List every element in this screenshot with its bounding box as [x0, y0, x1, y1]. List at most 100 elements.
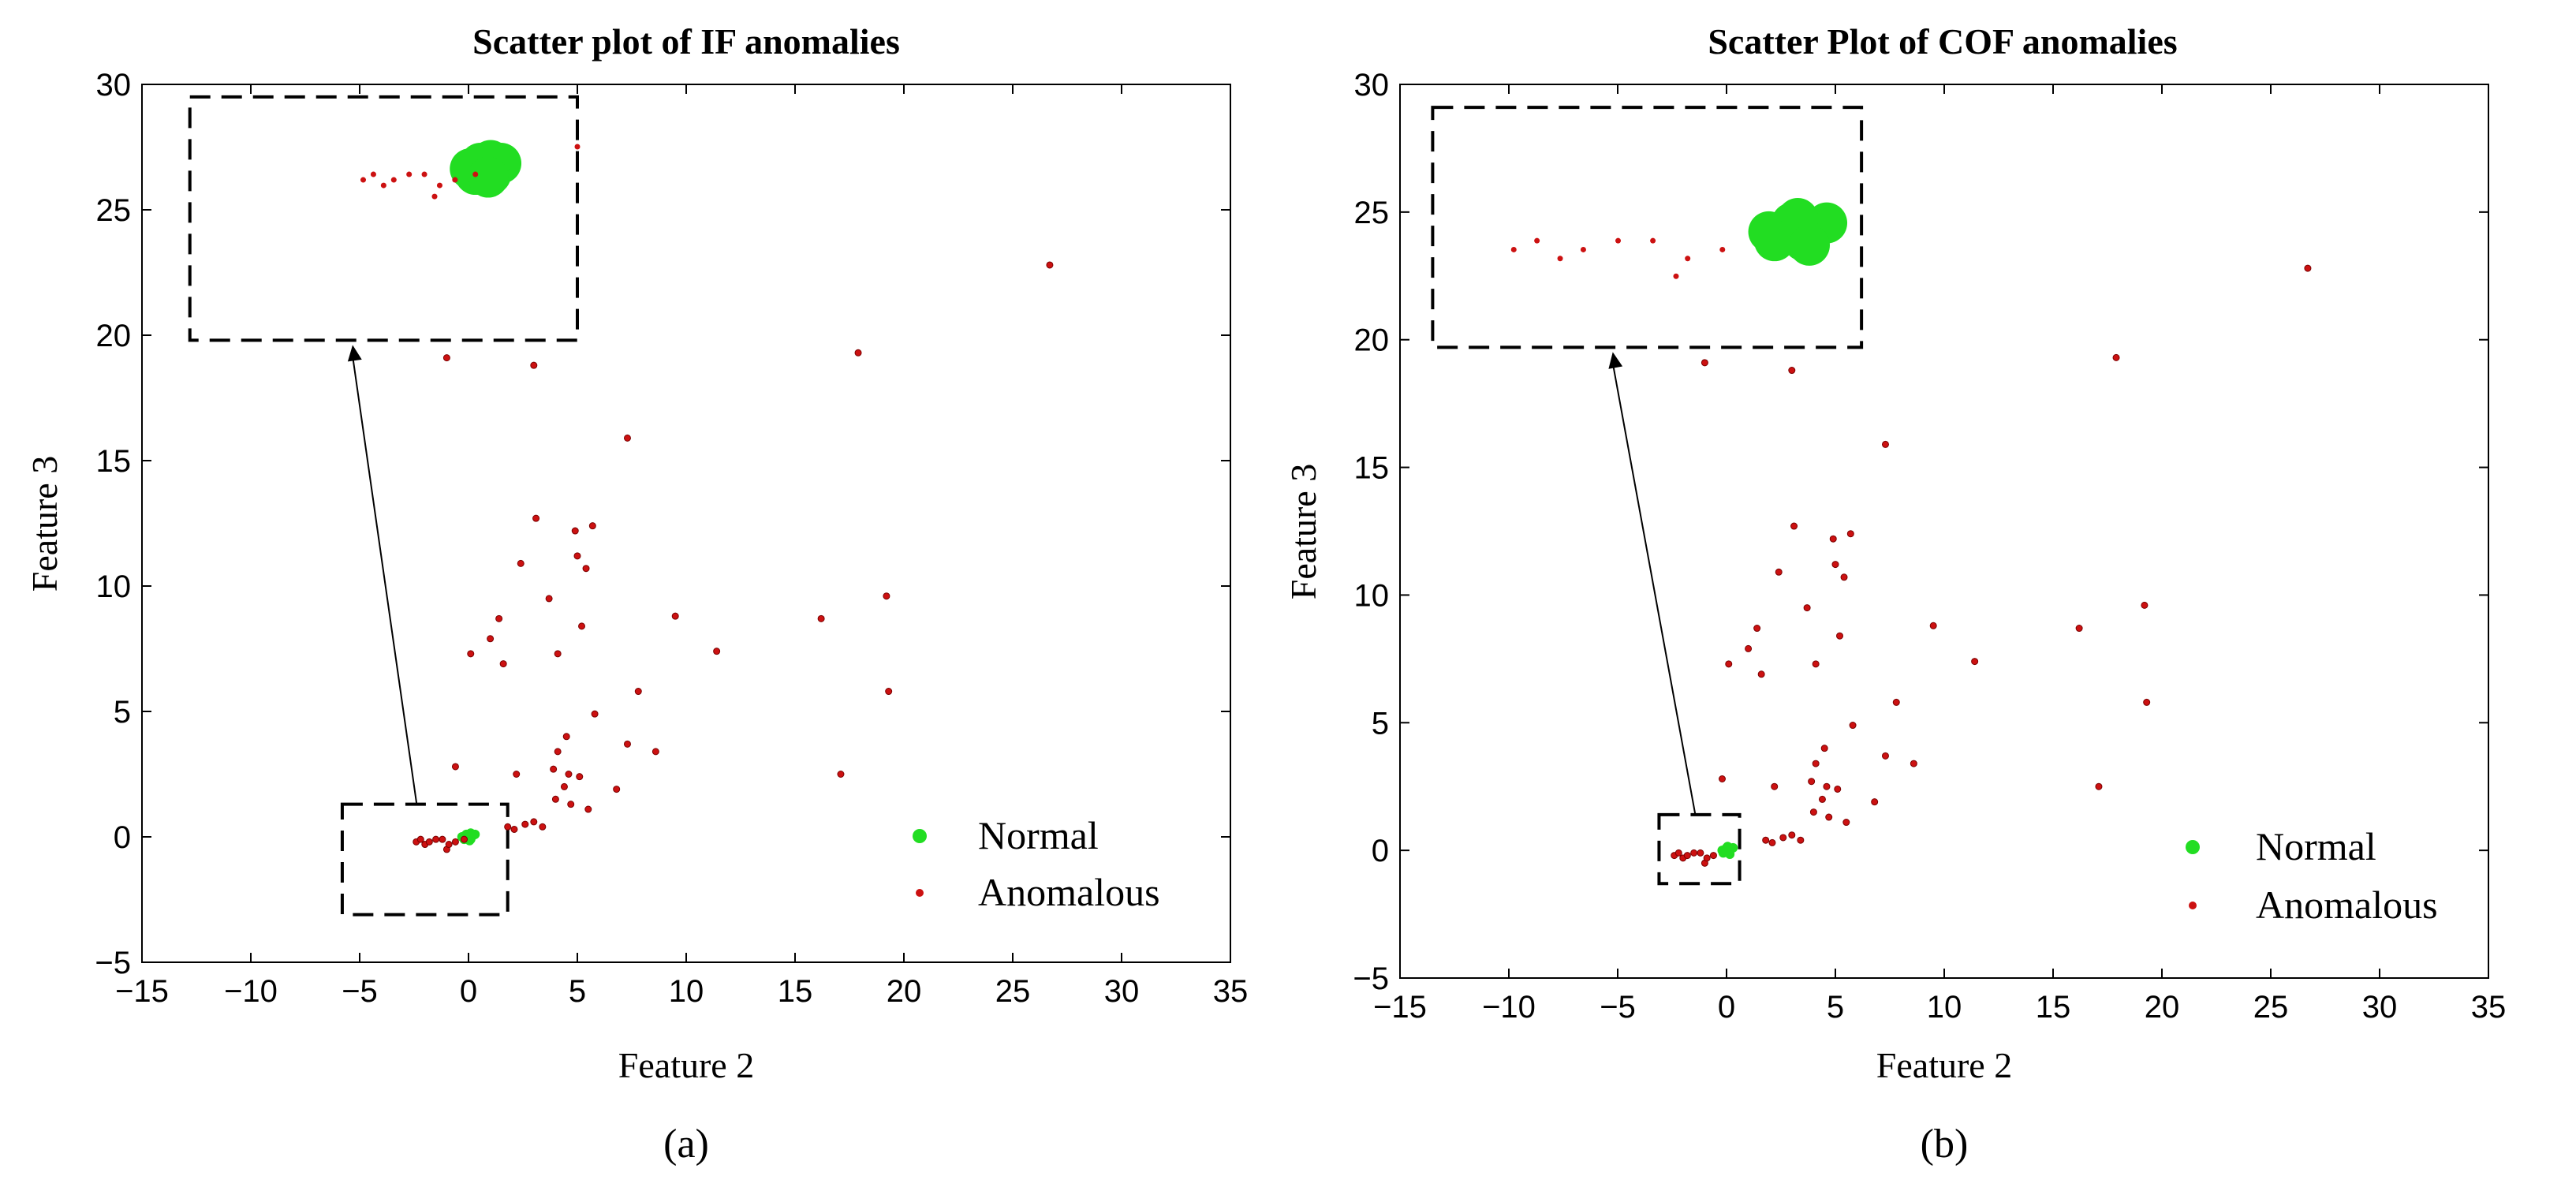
point-anomalous [1725, 660, 1733, 668]
point-anomalous [567, 801, 575, 808]
point-anomalous [576, 773, 584, 781]
x-tick-label: 25 [995, 974, 1031, 1009]
point-anomalous [432, 835, 440, 843]
point-anomalous [1834, 785, 1842, 793]
point-anomalous [1842, 819, 1850, 827]
zoom-point-anomalous [1650, 237, 1656, 244]
point-anomalous [1820, 745, 1828, 752]
point-anomalous [1812, 660, 1820, 668]
point-anomalous [2095, 782, 2103, 790]
point-normal [1725, 849, 1735, 859]
zoom-points [1510, 198, 1848, 279]
y-tick-label: 30 [96, 68, 132, 103]
y-tick-label: 25 [1354, 196, 1390, 230]
point-anomalous [532, 514, 540, 522]
point-anomalous [504, 823, 512, 831]
point-anomalous [584, 805, 592, 813]
x-tick-label: 20 [2145, 990, 2180, 1025]
x-tick-label: 5 [569, 974, 586, 1009]
chart-title: Scatter Plot of COF anomalies [1708, 21, 2177, 62]
legend-anomalous-marker [2189, 902, 2197, 909]
point-anomalous [1674, 849, 1682, 857]
zoom-source-box [340, 802, 510, 917]
zoom-point-anomalous [436, 182, 442, 189]
x-tick-label: 30 [1104, 974, 1140, 1009]
point-anomalous [451, 763, 459, 771]
point-anomalous [1697, 849, 1704, 857]
y-tick-label: −5 [95, 946, 131, 980]
chart-title: Scatter plot of IF anomalies [472, 21, 900, 62]
point-anomalous [671, 612, 679, 620]
y-tick-label: 5 [114, 695, 131, 730]
x-tick-label: 10 [669, 974, 704, 1009]
point-anomalous [582, 565, 590, 573]
zoom-point-anomalous [1673, 273, 1679, 279]
point-anomalous [460, 835, 468, 843]
zoom-point-anomalous [1685, 256, 1691, 262]
legend-anomalous-label: Anomalous [978, 870, 1160, 914]
point-anomalous [521, 820, 529, 828]
zoom-point-normal [1788, 224, 1830, 266]
y-tick-label: 15 [1354, 451, 1390, 486]
point-anomalous [530, 361, 538, 369]
zoom-inset [1431, 106, 1864, 886]
x-tick-label: −10 [224, 974, 278, 1009]
zoom-point-normal [1753, 220, 1795, 262]
point-anomalous [573, 552, 581, 560]
point-anomalous [2075, 625, 2083, 633]
point-anomalous [817, 614, 825, 622]
point-anomalous [1809, 808, 1817, 816]
point-anomalous [545, 595, 553, 603]
zoom-arrow [352, 356, 418, 805]
x-tick-label: 15 [778, 974, 813, 1009]
legend-normal-marker [2186, 840, 2200, 854]
point-anomalous [1812, 760, 1820, 767]
y-tick-label: 10 [96, 569, 132, 604]
scatter-marks [1671, 264, 2312, 867]
point-anomalous [2304, 264, 2312, 272]
y-tick-label: 0 [1372, 834, 1389, 868]
point-anomalous [1831, 561, 1839, 569]
point-anomalous [416, 835, 424, 843]
legend: Normal Anomalous [2186, 824, 2438, 927]
y-tick-label: 0 [114, 820, 131, 855]
y-tick-label: 15 [96, 444, 132, 479]
x-tick-label: 10 [1927, 990, 1962, 1025]
point-anomalous [885, 688, 893, 696]
point-anomalous [1803, 604, 1811, 612]
point-anomalous [1871, 798, 1879, 806]
point-anomalous [554, 748, 562, 756]
point-anomalous [1709, 852, 1717, 860]
point-anomalous [1790, 522, 1798, 530]
x-tick-label: −5 [342, 974, 378, 1009]
zoom-point-anomalous [574, 144, 581, 150]
point-anomalous [1683, 852, 1691, 860]
zoom-display-box [188, 95, 579, 342]
point-anomalous [1825, 813, 1833, 821]
point-anomalous [517, 559, 525, 567]
zoom-point-anomalous [431, 193, 438, 200]
point-anomalous [1757, 670, 1765, 678]
point-anomalous [1910, 760, 1917, 767]
point-anomalous [551, 795, 559, 803]
point-anomalous [1881, 752, 1889, 760]
x-tick-label: −15 [1373, 990, 1427, 1025]
point-anomalous [550, 765, 558, 773]
point-anomalous [1690, 849, 1698, 857]
y-tick-label: 30 [1354, 68, 1390, 103]
point-anomalous [442, 354, 450, 362]
legend-normal-label: Normal [2256, 824, 2376, 868]
point-anomalous [883, 592, 890, 600]
y-axis-label: Feature 3 [24, 456, 65, 592]
legend-normal-marker [913, 829, 927, 843]
point-anomalous [613, 786, 621, 793]
point-anomalous [713, 648, 721, 655]
point-anomalous [1929, 622, 1937, 629]
point-anomalous [530, 818, 538, 826]
x-tick-label: 35 [2471, 990, 2507, 1025]
point-anomalous [487, 635, 495, 643]
panel-caption: (b) [1921, 1122, 1969, 1167]
point-anomalous [1823, 782, 1831, 790]
point-anomalous [451, 838, 459, 846]
point-anomalous [1797, 836, 1805, 844]
